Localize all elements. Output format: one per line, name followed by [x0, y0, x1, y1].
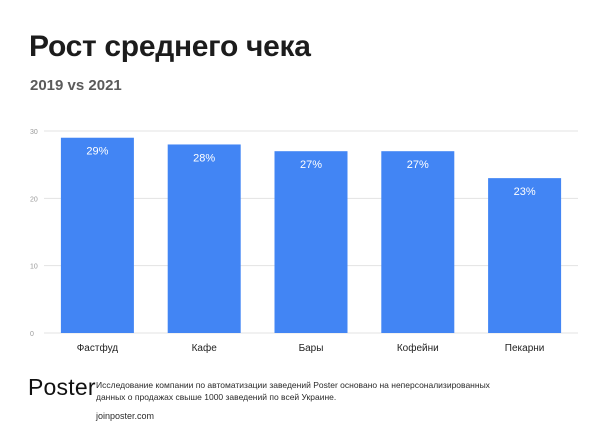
y-axis-ticks: 0 10 20 30 — [30, 129, 38, 338]
chart-subtitle: 2019 vs 2021 — [30, 77, 122, 94]
data-label: 28% — [193, 152, 215, 164]
bar — [274, 151, 348, 333]
poster-logo: Poster — [28, 374, 96, 400]
y-tick-label: 30 — [30, 129, 38, 136]
bars — [60, 137, 562, 333]
y-tick-label: 20 — [30, 196, 38, 203]
data-label: 27% — [407, 159, 429, 171]
x-tick-label: Кафе — [192, 342, 218, 354]
y-tick-label: 10 — [30, 264, 38, 271]
footnote: Исследование компании по автоматизации з… — [96, 380, 490, 402]
data-label: 29% — [86, 146, 108, 158]
y-tick-label: 0 — [30, 331, 34, 338]
data-label: 23% — [514, 186, 536, 198]
x-tick-label: Кофейни — [397, 342, 439, 354]
bar — [60, 137, 134, 333]
bar — [167, 144, 241, 333]
x-axis-ticks: Фастфуд Кафе Бары Кофейни Пекарни — [77, 342, 545, 354]
chart-title: Рост среднего чека — [29, 30, 311, 63]
x-tick-label: Фастфуд — [77, 342, 119, 354]
data-labels: 29% 28% 27% 27% 23% — [86, 146, 535, 198]
bar — [381, 151, 455, 333]
data-label: 27% — [300, 159, 322, 171]
bar — [488, 178, 562, 333]
x-tick-label: Пекарни — [505, 343, 545, 354]
x-tick-label: Бары — [299, 343, 324, 354]
website-link[interactable]: joinposter.com — [96, 411, 155, 421]
